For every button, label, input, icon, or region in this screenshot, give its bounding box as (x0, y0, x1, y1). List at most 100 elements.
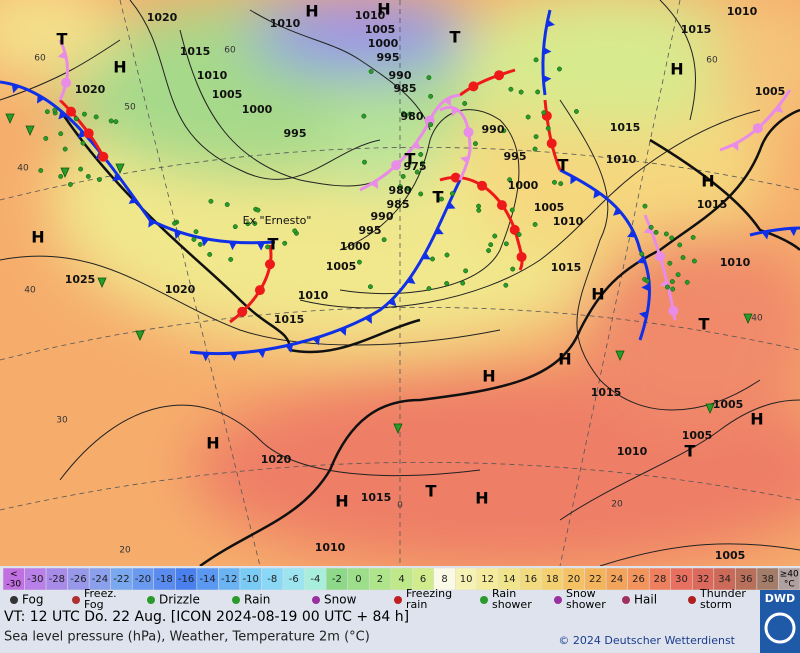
scale-label: ≥40 (780, 570, 799, 580)
high-label: H (482, 367, 495, 386)
scale-label: 36 (740, 574, 753, 585)
front-triangle (285, 344, 294, 353)
legend-icon (72, 596, 80, 604)
rain-dot (224, 202, 230, 207)
rain-dot (444, 281, 450, 286)
rain-dot (653, 229, 659, 235)
scale-label: -24 (92, 574, 108, 585)
legend-label: Freez. Fog (84, 587, 117, 611)
pressure-label: 1015 (551, 261, 582, 274)
front-line (229, 244, 273, 324)
rain-dot (669, 235, 675, 241)
front-semicircle (66, 106, 77, 117)
rain-dot (44, 109, 50, 115)
front-semicircle (509, 224, 520, 235)
latitude-label: 60 (34, 54, 46, 64)
rain-dot (476, 203, 482, 209)
rain-dot (80, 140, 86, 146)
map-area: 1020 101010101005100099510151010100510009… (0, 0, 800, 566)
front-triangle (421, 252, 431, 260)
pressure-label: 980 (401, 110, 424, 123)
latitude-label: 50 (124, 103, 136, 113)
low-label: T (699, 315, 710, 334)
rain-dot (533, 134, 539, 140)
front-triangle (201, 237, 210, 247)
rain-dot (463, 268, 469, 274)
rain-dot (501, 128, 507, 134)
front-semicircle (98, 151, 109, 162)
pressure-label: 1020 (75, 83, 106, 96)
front-triangle (774, 104, 784, 113)
dwd-logo-text: DWD (765, 592, 795, 605)
front-triangle (128, 195, 138, 204)
rain-dot (691, 258, 697, 264)
pressure-label: 1025 (65, 273, 96, 286)
pressure-label: 1015 (274, 313, 305, 326)
rain-dot (96, 177, 102, 183)
pressure-label: 1015 (361, 491, 392, 504)
pressure-label: 985 (387, 198, 410, 211)
front-semicircle (83, 128, 94, 139)
front-semicircle (477, 180, 488, 191)
high-label: H (31, 228, 44, 247)
front-semicircle (546, 138, 557, 149)
pressure-label: 1020 (261, 453, 292, 466)
low-label: T (426, 482, 437, 501)
legend-label: Snow shower (566, 587, 606, 611)
shower-symbol (393, 423, 403, 434)
rain-dot (509, 207, 515, 213)
rain-dot (292, 228, 298, 234)
rain-dot (492, 233, 498, 239)
legend-label: Drizzle (159, 593, 200, 607)
front-triangle (434, 227, 444, 235)
latitude-label: 0 (397, 501, 403, 511)
latitude-label: 40 (24, 286, 36, 296)
scale-label: 2 (377, 574, 383, 585)
rain-dot (473, 141, 478, 147)
scale-label: 30 (675, 574, 688, 585)
pressure-label: 995 (284, 127, 307, 140)
pressure-label: 1010 (298, 289, 329, 302)
rain-dot (680, 255, 686, 260)
scale-label: 26 (632, 574, 645, 585)
front-triangle (627, 230, 636, 238)
rain-dot (397, 184, 403, 190)
rain-dot (533, 57, 539, 63)
rain-dot (172, 220, 178, 226)
rain-dot (525, 114, 531, 120)
high-label: H (475, 489, 488, 508)
legend-label: Thunder storm (699, 587, 746, 611)
legend-icon (147, 596, 155, 604)
legend-icon (394, 596, 402, 604)
front-triangle (228, 241, 237, 251)
front-triangle (443, 97, 452, 107)
rain-dot (93, 114, 99, 120)
pressure-label: 1000 (508, 179, 539, 192)
copyright: © 2024 Deutscher Wetterdienst (558, 634, 735, 647)
scale-label: -16 (178, 574, 194, 585)
scale-label: 18 (546, 574, 559, 585)
scale-label: -30 (27, 574, 43, 585)
rain-dot (428, 93, 434, 99)
scale-label: -26 (70, 574, 86, 585)
front-triangle (77, 129, 87, 139)
front-triangle (543, 47, 552, 56)
high-label: H (206, 434, 219, 453)
latitude-label: 60 (224, 46, 236, 56)
latitude-label: 40 (751, 314, 763, 324)
rain-dot (665, 284, 670, 290)
pressure-label: 1000 (340, 240, 371, 253)
rain-dot (255, 207, 261, 213)
rain-dot (690, 234, 696, 240)
scale-label: -18 (156, 574, 172, 585)
pressure-label: 1005 (713, 398, 744, 411)
pressure-label: 1010 (315, 541, 346, 554)
legend-label: Rain shower (492, 587, 532, 611)
high-label: H (305, 2, 318, 21)
front-triangle (112, 173, 122, 182)
shower-symbol (615, 350, 625, 361)
front-triangle (546, 19, 555, 28)
pressure-label: 1010 (553, 215, 584, 228)
rain-dot (510, 266, 516, 272)
